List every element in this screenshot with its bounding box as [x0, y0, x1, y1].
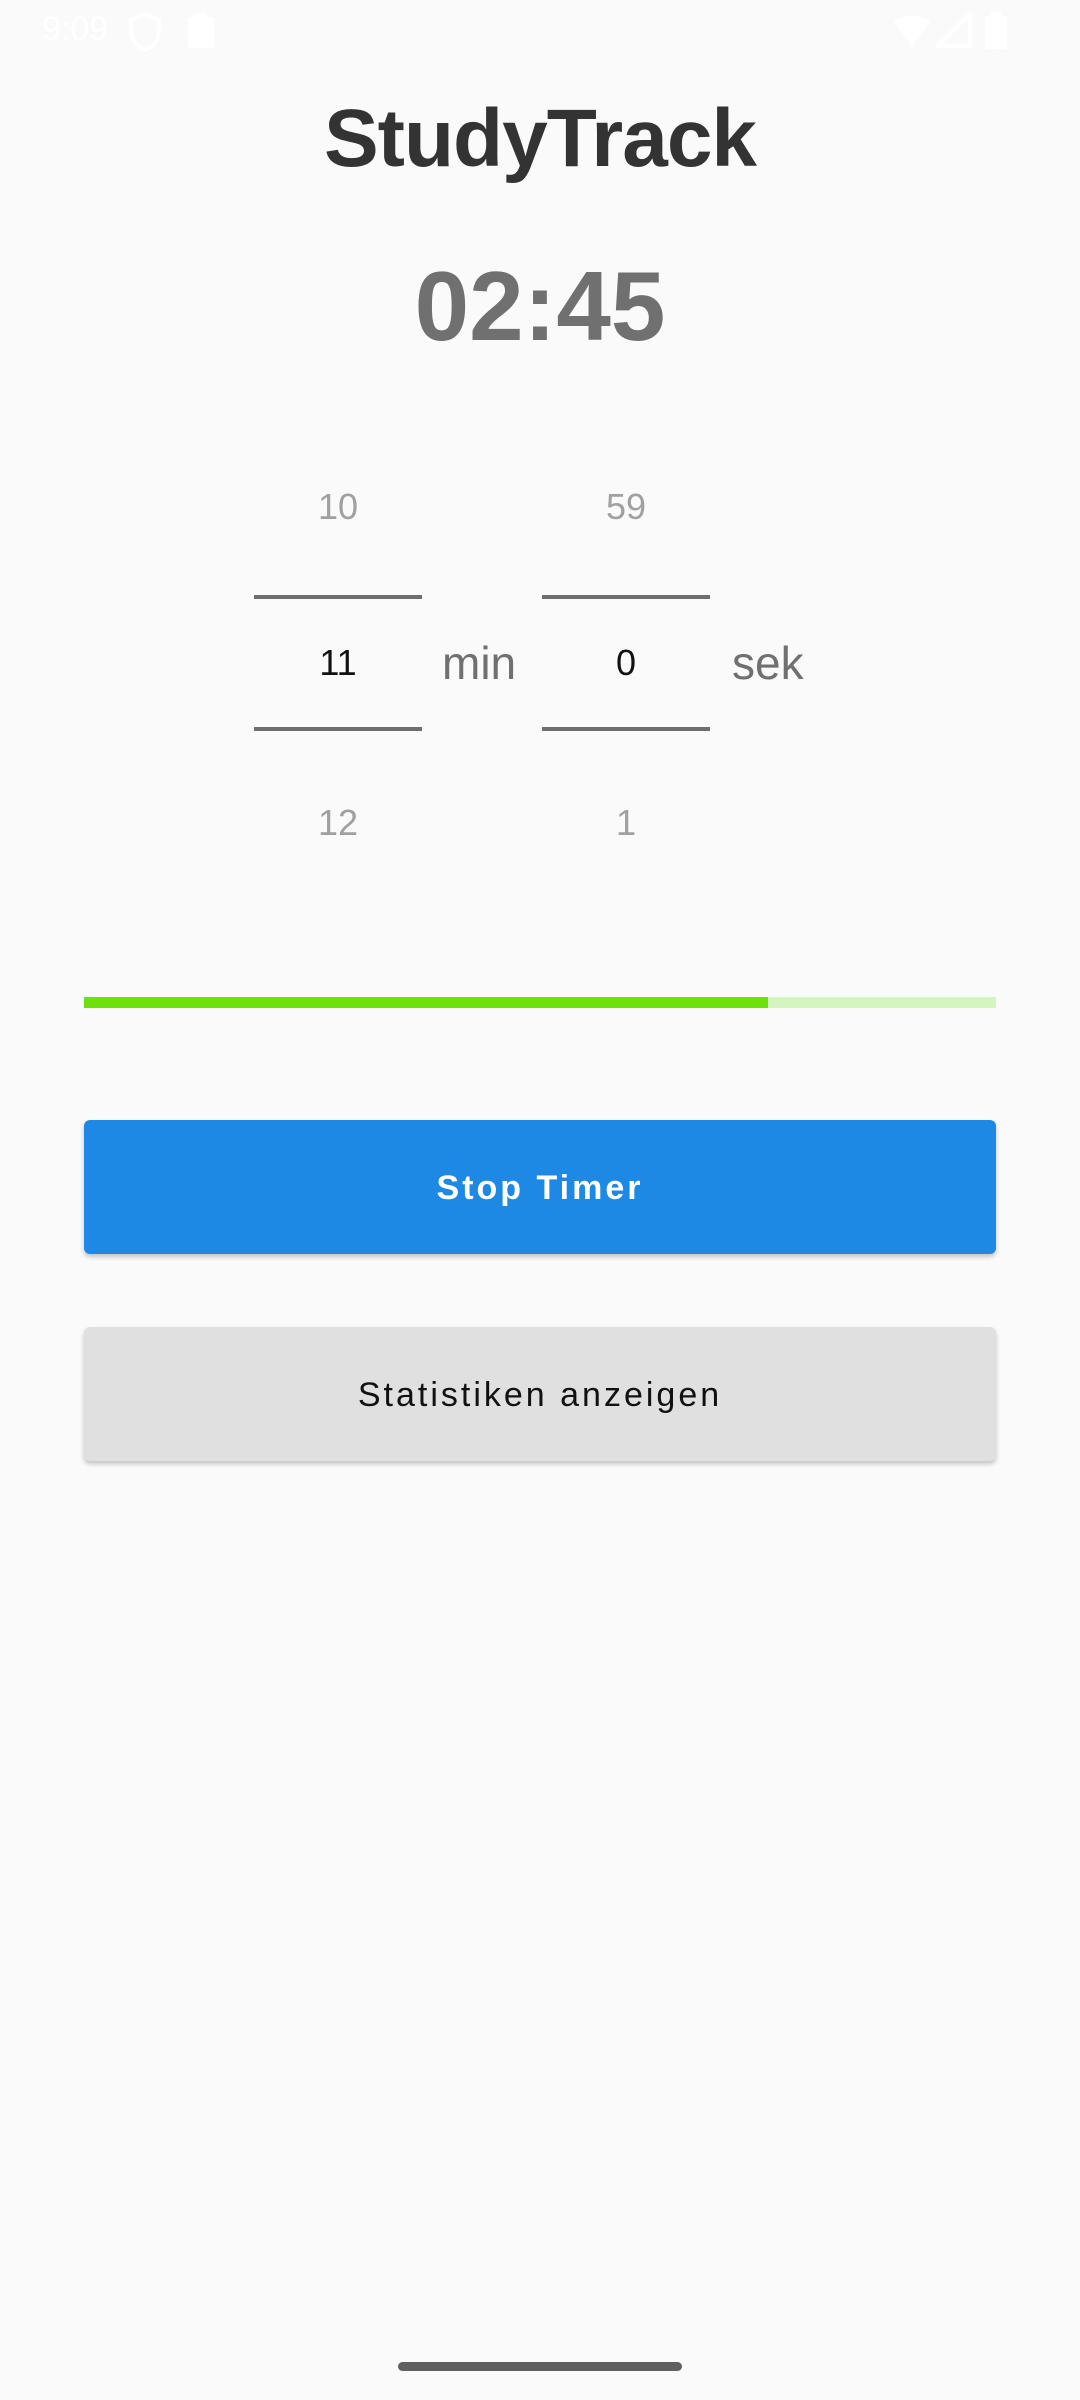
- show-statistics-button[interactable]: Statistiken anzeigen: [84, 1327, 996, 1461]
- picker-divider: [542, 595, 710, 599]
- minutes-unit-label: min: [442, 637, 517, 689]
- status-bar: 9:09: [0, 0, 1080, 62]
- home-gesture-handle[interactable]: [398, 2362, 682, 2371]
- minutes-next-value[interactable]: 12: [317, 802, 359, 843]
- wifi-icon: [892, 12, 932, 53]
- timer-display: 02:45: [414, 251, 666, 361]
- battery-icon: [984, 12, 1008, 55]
- status-time: 9:09: [42, 10, 109, 48]
- seconds-current-value[interactable]: 0: [615, 642, 637, 683]
- picker-divider: [254, 595, 422, 599]
- signal-icon: [933, 9, 972, 53]
- progress-fill: [84, 997, 768, 1008]
- picker-divider: [254, 727, 422, 731]
- seconds-picker[interactable]: 59 0 1: [542, 466, 710, 843]
- picker-divider: [542, 727, 710, 731]
- seconds-unit-label: sek: [732, 637, 804, 689]
- minutes-prev-value[interactable]: 10: [317, 486, 359, 527]
- seconds-next-value[interactable]: 1: [615, 802, 637, 843]
- minutes-picker[interactable]: 10 11 12: [254, 466, 422, 843]
- clipboard-icon: [186, 12, 216, 55]
- shield-icon: [128, 11, 162, 57]
- app-title: StudyTrack: [323, 93, 757, 184]
- stop-timer-button[interactable]: Stop Timer: [84, 1120, 996, 1254]
- progress-bar: [84, 997, 996, 1008]
- minutes-current-value[interactable]: 11: [319, 642, 357, 683]
- seconds-prev-value[interactable]: 59: [605, 486, 647, 527]
